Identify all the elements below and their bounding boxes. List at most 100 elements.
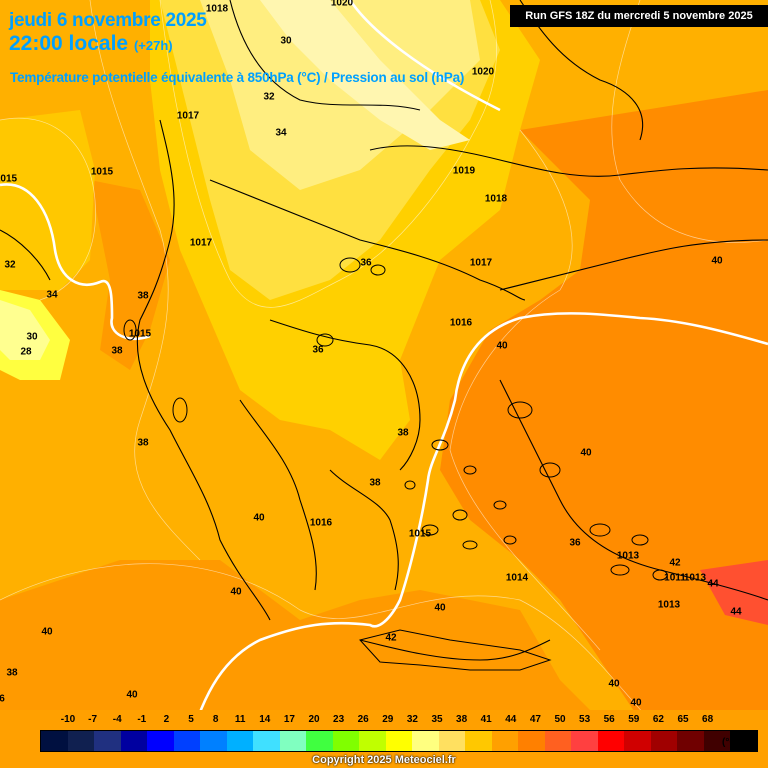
zone-30-north bbox=[260, 0, 470, 150]
temperature-label: 40 bbox=[41, 626, 53, 638]
temperature-label: 38 bbox=[137, 290, 149, 302]
color-swatch bbox=[94, 731, 121, 751]
color-swatch bbox=[571, 731, 598, 751]
temperature-label: 42 bbox=[669, 557, 681, 569]
color-swatch bbox=[332, 731, 359, 751]
pressure-label: 1017 bbox=[469, 257, 493, 269]
temperature-label: 34 bbox=[46, 289, 58, 301]
color-swatch bbox=[173, 731, 200, 751]
legend-tick: 47 bbox=[529, 714, 541, 725]
color-swatch bbox=[518, 731, 545, 751]
temperature-label: 28 bbox=[20, 346, 32, 358]
legend-tick: 62 bbox=[652, 714, 664, 725]
color-swatch bbox=[41, 731, 68, 751]
color-swatch bbox=[67, 731, 94, 751]
pressure-label: 1016 bbox=[449, 317, 473, 329]
legend-tick: -1 bbox=[137, 714, 147, 725]
temperature-label: 42 bbox=[385, 632, 397, 644]
pressure-label: 1018 bbox=[205, 3, 229, 15]
legend-unit: (°C) bbox=[722, 737, 740, 748]
pressure-label: 1015 bbox=[90, 166, 114, 178]
temperature-label: 40 bbox=[434, 602, 446, 614]
temperature-label: 40 bbox=[711, 255, 723, 267]
legend-tick: 56 bbox=[603, 714, 615, 725]
forecast-time-value: 22:00 locale bbox=[9, 32, 129, 55]
color-swatch bbox=[491, 731, 518, 751]
temperature-label: 6 bbox=[0, 693, 5, 705]
color-swatch bbox=[465, 731, 492, 751]
temperature-label: 40 bbox=[496, 340, 508, 352]
temperature-label: 40 bbox=[630, 697, 642, 709]
color-swatch bbox=[120, 731, 147, 751]
legend-tick: 35 bbox=[431, 714, 443, 725]
temperature-label: 32 bbox=[4, 259, 16, 271]
legend-tick: 65 bbox=[677, 714, 689, 725]
pressure-label: 1020 bbox=[330, 0, 354, 9]
temperature-label: 36 bbox=[569, 537, 581, 549]
color-swatch bbox=[279, 731, 306, 751]
zone-36-west bbox=[0, 110, 95, 290]
temperature-label: 30 bbox=[26, 331, 38, 343]
legend-tick: -4 bbox=[112, 714, 122, 725]
forecast-time: 22:00 locale (+27h) bbox=[9, 33, 173, 56]
legend-tick: 32 bbox=[406, 714, 418, 725]
legend-tick: 53 bbox=[579, 714, 591, 725]
pressure-label: 1015 bbox=[128, 328, 152, 340]
legend-tick: -10 bbox=[60, 714, 76, 725]
temperature-label: 40 bbox=[608, 678, 620, 690]
color-scale bbox=[40, 730, 758, 752]
color-swatch bbox=[438, 731, 465, 751]
run-info-badge: Run GFS 18Z du mercredi 5 novembre 2025 bbox=[510, 5, 768, 27]
legend-tick: 8 bbox=[212, 714, 219, 725]
zone-44-se bbox=[700, 560, 768, 625]
temperature-label: 40 bbox=[230, 586, 242, 598]
pressure-label: 1017 bbox=[176, 110, 200, 122]
pressure-label: 1013 bbox=[657, 599, 681, 611]
legend-tick: 26 bbox=[357, 714, 369, 725]
zone-40-west bbox=[90, 180, 170, 370]
forecast-date: jeudi 6 novembre 2025 bbox=[9, 10, 207, 31]
color-swatch bbox=[703, 731, 730, 751]
color-swatch bbox=[200, 731, 227, 751]
color-swatch bbox=[624, 731, 651, 751]
legend-tick: 68 bbox=[702, 714, 714, 725]
legend-tick: 5 bbox=[188, 714, 194, 725]
legend-tick: 50 bbox=[554, 714, 566, 725]
color-swatch bbox=[544, 731, 571, 751]
pressure-label: 1014 bbox=[505, 572, 529, 584]
legend-tick: 38 bbox=[456, 714, 468, 725]
pressure-label: 1013 bbox=[683, 572, 707, 584]
temperature-label: 38 bbox=[137, 437, 149, 449]
color-swatch bbox=[650, 731, 677, 751]
color-swatch bbox=[412, 731, 439, 751]
color-swatch bbox=[306, 731, 333, 751]
legend-tick: 59 bbox=[628, 714, 640, 725]
legend-tick: 29 bbox=[382, 714, 394, 725]
copyright: Copyright 2025 Meteociel.fr bbox=[312, 754, 456, 766]
temperature-label: 40 bbox=[253, 512, 265, 524]
zone-40-south bbox=[0, 560, 600, 720]
legend-tick: 2 bbox=[163, 714, 170, 725]
temperature-label: 38 bbox=[369, 477, 381, 489]
temperature-label: 38 bbox=[397, 427, 409, 439]
forecast-offset: (+27h) bbox=[133, 38, 173, 53]
temperature-label: 32 bbox=[263, 91, 275, 103]
pressure-label: 1020 bbox=[471, 66, 495, 78]
legend-tick: 14 bbox=[259, 714, 271, 725]
color-swatch bbox=[385, 731, 412, 751]
temperature-label: 40 bbox=[126, 689, 138, 701]
color-swatch bbox=[147, 731, 174, 751]
pressure-label: 1015 bbox=[0, 173, 18, 185]
temperature-label: 40 bbox=[580, 447, 592, 459]
color-swatch bbox=[677, 731, 704, 751]
color-swatch bbox=[226, 731, 253, 751]
legend-tick: 44 bbox=[505, 714, 517, 725]
map-subtitle: Température potentielle équivalente à 85… bbox=[10, 70, 465, 85]
temperature-label: 36 bbox=[360, 257, 372, 269]
legend-tick: 17 bbox=[283, 714, 295, 725]
pressure-label: 1017 bbox=[189, 237, 213, 249]
legend-tick: -7 bbox=[88, 714, 98, 725]
legend-tick: 41 bbox=[480, 714, 492, 725]
temperature-label: 34 bbox=[275, 127, 287, 139]
